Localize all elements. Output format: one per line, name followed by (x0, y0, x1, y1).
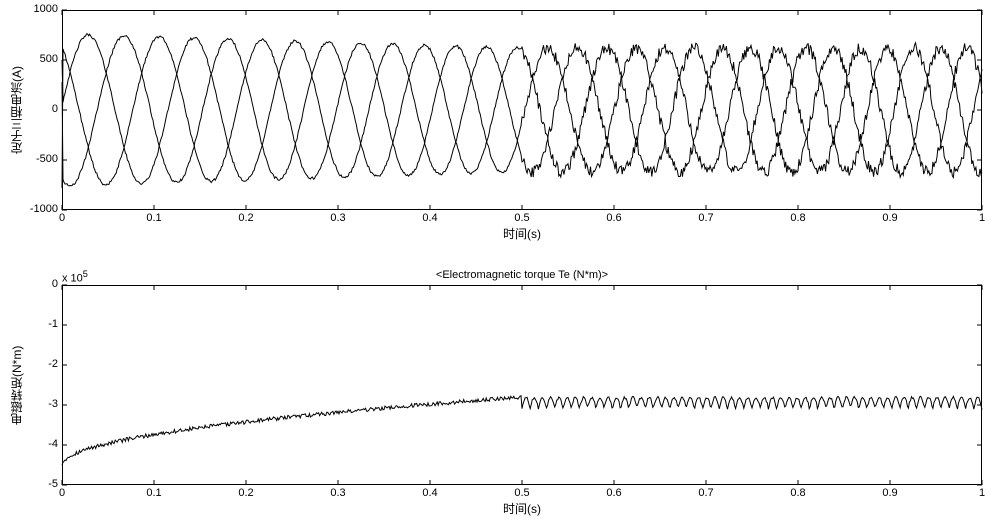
ytick-top-3: 500 (18, 53, 58, 65)
ytick-top-4: 1000 (18, 3, 58, 15)
ytick-top-2: 0 (18, 103, 58, 115)
xtick-bottom-8: 0.8 (778, 487, 818, 499)
xtick-bottom-1: 0.1 (134, 487, 174, 499)
plot-area-bottom (62, 285, 982, 485)
title-bottom: <Electromagnetic torque Te (N*m)> (62, 269, 982, 281)
xtick-top-10: 1 (962, 212, 1000, 224)
ytick-bottom-5: 0 (18, 278, 58, 290)
exponent-bottom: x 105 (62, 269, 88, 285)
xtick-bottom-6: 0.6 (594, 487, 634, 499)
xtick-bottom-2: 0.2 (226, 487, 266, 499)
xtick-top-1: 0.1 (134, 212, 174, 224)
xtick-bottom-10: 1 (962, 487, 1000, 499)
xtick-bottom-9: 0.9 (870, 487, 910, 499)
xlabel-top: 时间(s) (62, 225, 982, 242)
xtick-bottom-0: 0 (42, 487, 82, 499)
xtick-top-2: 0.2 (226, 212, 266, 224)
xtick-top-6: 0.6 (594, 212, 634, 224)
xtick-bottom-5: 0.5 (502, 487, 542, 499)
xtick-bottom-4: 0.4 (410, 487, 450, 499)
xtick-bottom-3: 0.3 (318, 487, 358, 499)
ylabel-bottom: 电磁转矩(N*m) (8, 285, 25, 485)
xtick-top-9: 0.9 (870, 212, 910, 224)
xtick-top-3: 0.3 (318, 212, 358, 224)
ytick-bottom-2: -3 (18, 398, 58, 410)
ytick-bottom-1: -4 (18, 438, 58, 450)
plot-area-top (62, 10, 982, 210)
xtick-top-0: 0 (42, 212, 82, 224)
xlabel-bottom: 时间(s) (62, 500, 982, 517)
xtick-bottom-7: 0.7 (686, 487, 726, 499)
xtick-top-7: 0.7 (686, 212, 726, 224)
xtick-top-4: 0.4 (410, 212, 450, 224)
ytick-top-1: -500 (18, 153, 58, 165)
xtick-top-8: 0.8 (778, 212, 818, 224)
ytick-bottom-4: -1 (18, 318, 58, 330)
xtick-top-5: 0.5 (502, 212, 542, 224)
ytick-bottom-3: -2 (18, 358, 58, 370)
